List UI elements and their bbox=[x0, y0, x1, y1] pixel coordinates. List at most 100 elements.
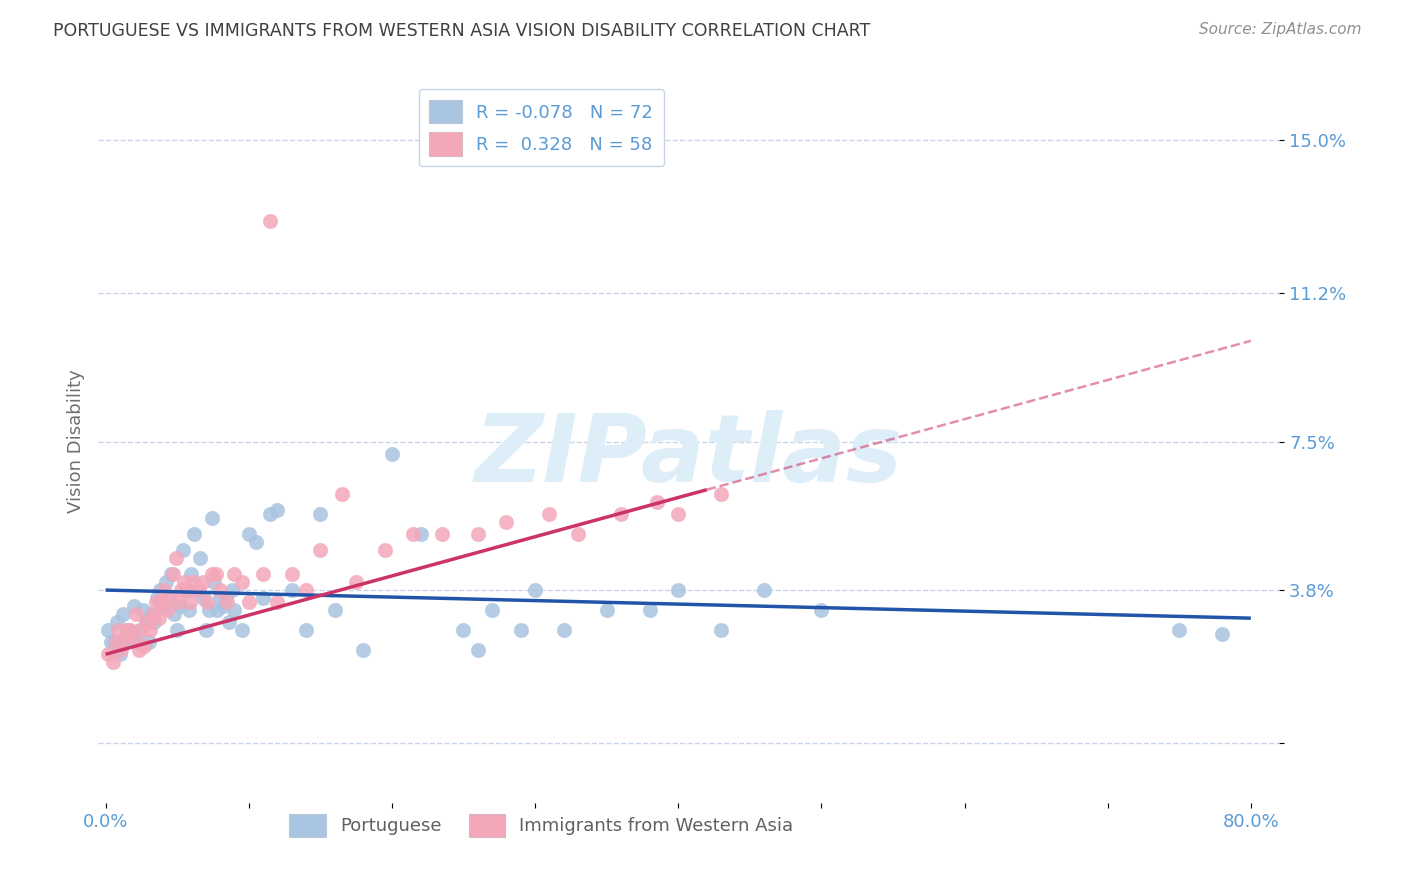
Point bbox=[538, 507, 561, 521]
Point bbox=[810, 603, 832, 617]
Point bbox=[197, 603, 219, 617]
Point bbox=[149, 583, 172, 598]
Point bbox=[710, 487, 733, 501]
Point bbox=[136, 615, 159, 630]
Point bbox=[104, 635, 127, 649]
Point bbox=[159, 591, 181, 606]
Point bbox=[344, 574, 367, 589]
Point bbox=[139, 623, 162, 637]
Point bbox=[266, 595, 288, 609]
Point bbox=[124, 607, 146, 622]
Point bbox=[125, 635, 148, 649]
Point bbox=[402, 526, 425, 541]
Point bbox=[167, 595, 190, 609]
Point bbox=[177, 603, 200, 617]
Point bbox=[142, 607, 165, 622]
Point bbox=[212, 599, 235, 614]
Point bbox=[710, 623, 733, 637]
Y-axis label: Vision Disability: Vision Disability bbox=[66, 369, 84, 514]
Point bbox=[231, 623, 253, 637]
Point bbox=[374, 542, 396, 557]
Point bbox=[169, 599, 191, 614]
Point bbox=[101, 655, 124, 669]
Point bbox=[352, 643, 374, 657]
Point bbox=[231, 574, 253, 589]
Point bbox=[176, 583, 198, 598]
Point bbox=[215, 591, 238, 606]
Point bbox=[200, 510, 222, 524]
Point bbox=[110, 643, 132, 657]
Point bbox=[160, 567, 183, 582]
Point bbox=[567, 526, 589, 541]
Point bbox=[100, 635, 122, 649]
Point bbox=[524, 583, 547, 598]
Text: Source: ZipAtlas.com: Source: ZipAtlas.com bbox=[1198, 22, 1361, 37]
Point bbox=[143, 615, 166, 630]
Point bbox=[173, 574, 195, 589]
Point bbox=[221, 583, 243, 598]
Point bbox=[183, 526, 205, 541]
Point bbox=[150, 595, 173, 609]
Point bbox=[138, 635, 160, 649]
Point bbox=[224, 567, 246, 582]
Point bbox=[666, 583, 689, 598]
Point bbox=[163, 607, 186, 622]
Point bbox=[152, 599, 174, 614]
Point bbox=[266, 503, 288, 517]
Point bbox=[430, 526, 453, 541]
Point bbox=[280, 567, 302, 582]
Point bbox=[666, 507, 689, 521]
Point bbox=[1211, 627, 1233, 641]
Point bbox=[120, 627, 142, 641]
Point bbox=[218, 615, 240, 630]
Point bbox=[238, 526, 260, 541]
Point bbox=[187, 583, 209, 598]
Point bbox=[112, 632, 135, 646]
Point bbox=[191, 591, 214, 606]
Point bbox=[108, 648, 131, 662]
Point bbox=[200, 567, 222, 582]
Point bbox=[645, 494, 668, 508]
Point bbox=[194, 623, 217, 637]
Point bbox=[122, 599, 145, 614]
Point bbox=[186, 583, 208, 598]
Point bbox=[121, 632, 143, 646]
Point bbox=[172, 542, 194, 557]
Point bbox=[481, 603, 503, 617]
Point bbox=[117, 623, 139, 637]
Point bbox=[295, 583, 318, 598]
Text: PORTUGUESE VS IMMIGRANTS FROM WESTERN ASIA VISION DISABILITY CORRELATION CHART: PORTUGUESE VS IMMIGRANTS FROM WESTERN AS… bbox=[53, 22, 870, 40]
Point bbox=[217, 595, 239, 609]
Point bbox=[309, 542, 332, 557]
Point bbox=[135, 615, 157, 630]
Text: ZIPatlas: ZIPatlas bbox=[475, 410, 903, 502]
Point bbox=[145, 595, 167, 609]
Point bbox=[495, 515, 517, 529]
Point bbox=[174, 583, 197, 598]
Point bbox=[131, 623, 153, 637]
Legend: Portuguese, Immigrants from Western Asia: Portuguese, Immigrants from Western Asia bbox=[283, 806, 800, 845]
Point bbox=[118, 623, 141, 637]
Point bbox=[259, 213, 281, 227]
Point bbox=[156, 603, 179, 617]
Point bbox=[165, 551, 187, 566]
Point bbox=[309, 507, 332, 521]
Point bbox=[97, 648, 120, 662]
Point bbox=[97, 623, 120, 637]
Point bbox=[224, 603, 246, 617]
Point bbox=[111, 607, 134, 622]
Point bbox=[134, 639, 156, 653]
Point bbox=[105, 615, 128, 630]
Point bbox=[114, 635, 136, 649]
Point bbox=[209, 583, 232, 598]
Point bbox=[252, 591, 274, 606]
Point bbox=[252, 567, 274, 582]
Point bbox=[170, 583, 193, 598]
Point bbox=[610, 507, 633, 521]
Point bbox=[195, 595, 218, 609]
Point bbox=[553, 623, 575, 637]
Point bbox=[467, 526, 489, 541]
Point bbox=[148, 611, 170, 625]
Point bbox=[166, 623, 188, 637]
Point bbox=[238, 595, 260, 609]
